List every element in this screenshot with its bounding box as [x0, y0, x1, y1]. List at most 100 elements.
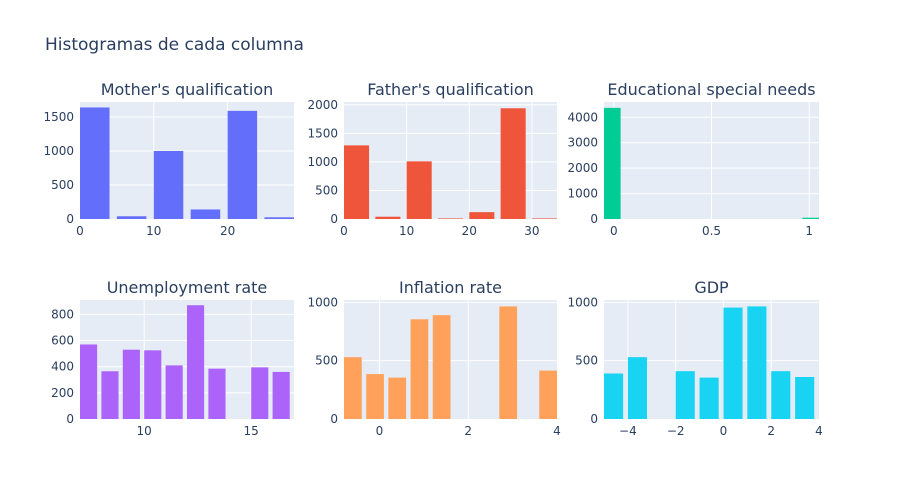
histogram-bar [499, 306, 518, 419]
histogram-bar [375, 216, 401, 219]
x-tick-label: 20 [462, 224, 477, 238]
y-tick-label: 600 [51, 334, 74, 348]
histogram-bar [165, 365, 183, 419]
histogram-bar [227, 110, 258, 219]
histogram-bar [264, 217, 294, 219]
x-tick-label: −4 [619, 424, 637, 438]
y-tick-label: 1500 [43, 110, 74, 124]
subplot-3: 0 1000 2000 3000 4000 0 0.5 1 Educational specia… [567, 80, 819, 238]
y-tick-label: 2000 [567, 161, 598, 175]
x-tick-label: 4 [553, 424, 561, 438]
histogram-bar [699, 377, 719, 419]
histogram-bar [723, 307, 743, 419]
y-tick-label: 800 [51, 307, 74, 321]
histogram-bar [406, 161, 432, 219]
histogram-bar [251, 367, 269, 419]
histogram-bar [437, 218, 464, 219]
histogram-bar [747, 306, 767, 419]
histogram-bar [80, 344, 98, 419]
histogram-bar [410, 319, 429, 419]
y-tick-label: 500 [575, 354, 598, 368]
subplot-title: Father's qualification [367, 80, 534, 99]
y-tick-label: 0 [66, 412, 74, 426]
subplot-title: Mother's qualification [101, 80, 274, 99]
y-tick-label: 500 [315, 354, 338, 368]
x-tick-label: 30 [524, 224, 539, 238]
x-tick-label: 0.5 [702, 224, 721, 238]
histogram-bar [604, 107, 621, 219]
histogram-bar [366, 374, 384, 419]
histogram-bar [675, 371, 695, 419]
histogram-bar [272, 371, 290, 419]
histogram-bar [122, 349, 140, 419]
histogram-bar [432, 315, 451, 419]
subplot-2: 0 500 1000 1500 2000 0 10 20 30 Father's qualific… [307, 80, 557, 238]
histogram-bar [344, 145, 370, 219]
y-tick-label: 0 [330, 212, 338, 226]
y-tick-label: 1000 [43, 144, 74, 158]
y-tick-label: 500 [51, 178, 74, 192]
histogram-bar [531, 218, 557, 219]
y-tick-label: 0 [66, 212, 74, 226]
subplot-6: 0 500 1000 −4 −2 0 2 4 GDP [567, 278, 822, 438]
y-tick-label: 4000 [567, 110, 598, 124]
y-tick-label: 0 [590, 212, 598, 226]
subplot-title: GDP [694, 278, 729, 297]
subplot-title: Inflation rate [399, 278, 502, 297]
histogram-bar [388, 377, 407, 419]
main-title: Histogramas de cada columna [45, 35, 304, 55]
histogram-bar [153, 150, 184, 219]
plot-area [80, 102, 294, 219]
x-tick-label: 2 [767, 424, 775, 438]
y-tick-label: 0 [330, 412, 338, 426]
x-tick-label: 0 [376, 424, 384, 438]
histogram-bar [187, 305, 205, 419]
x-tick-label: 10 [137, 424, 152, 438]
x-tick-label: 0 [340, 224, 348, 238]
subplot-title: Unemployment rate [107, 278, 268, 297]
y-tick-label: 1000 [567, 295, 598, 309]
histogram-bar [344, 357, 362, 419]
y-tick-label: 1000 [567, 187, 598, 201]
x-tick-label: 0 [610, 224, 618, 238]
y-tick-label: 1000 [307, 155, 338, 169]
y-tick-label: 400 [51, 360, 74, 374]
histogram-bar [101, 371, 119, 419]
histogram-bar [208, 368, 226, 419]
x-tick-label: −2 [667, 424, 685, 438]
subplot-5: 0 500 1000 0 2 4 Inflation rate [307, 278, 560, 438]
x-tick-label: 0 [76, 224, 84, 238]
subplot-title: Educational special needs [607, 80, 815, 99]
histogram-bar [539, 370, 557, 419]
y-tick-label: 3000 [567, 136, 598, 150]
y-tick-label: 200 [51, 386, 74, 400]
x-tick-label: 4 [815, 424, 823, 438]
histogram-bar [802, 217, 819, 219]
histogram-bar [116, 216, 147, 219]
histogram-bar [771, 371, 791, 419]
histogram-bar [627, 357, 647, 419]
x-tick-label: 15 [244, 424, 259, 438]
x-tick-label: 2 [464, 424, 472, 438]
histogram-bar [190, 209, 221, 219]
histogram-bar [795, 377, 815, 419]
x-tick-label: 10 [399, 224, 414, 238]
histogram-bar [80, 107, 110, 219]
y-tick-label: 1500 [307, 126, 338, 140]
histogram-bar [144, 350, 162, 419]
x-tick-label: 20 [220, 224, 235, 238]
y-tick-label: 2000 [307, 98, 338, 112]
subplot-1: 0 500 1000 1500 0 10 20 Mother's qualification [43, 80, 294, 238]
y-tick-label: 1000 [307, 295, 338, 309]
x-tick-label: 10 [146, 224, 161, 238]
histogram-bar [604, 373, 624, 419]
x-tick-label: 0 [720, 424, 728, 438]
histogram-bar [469, 212, 495, 219]
y-tick-label: 500 [315, 183, 338, 197]
y-tick-label: 0 [590, 412, 598, 426]
subplot-4: 0 200 400 600 800 10 15 Unemployment rate [51, 278, 294, 438]
x-tick-label: 1 [805, 224, 813, 238]
